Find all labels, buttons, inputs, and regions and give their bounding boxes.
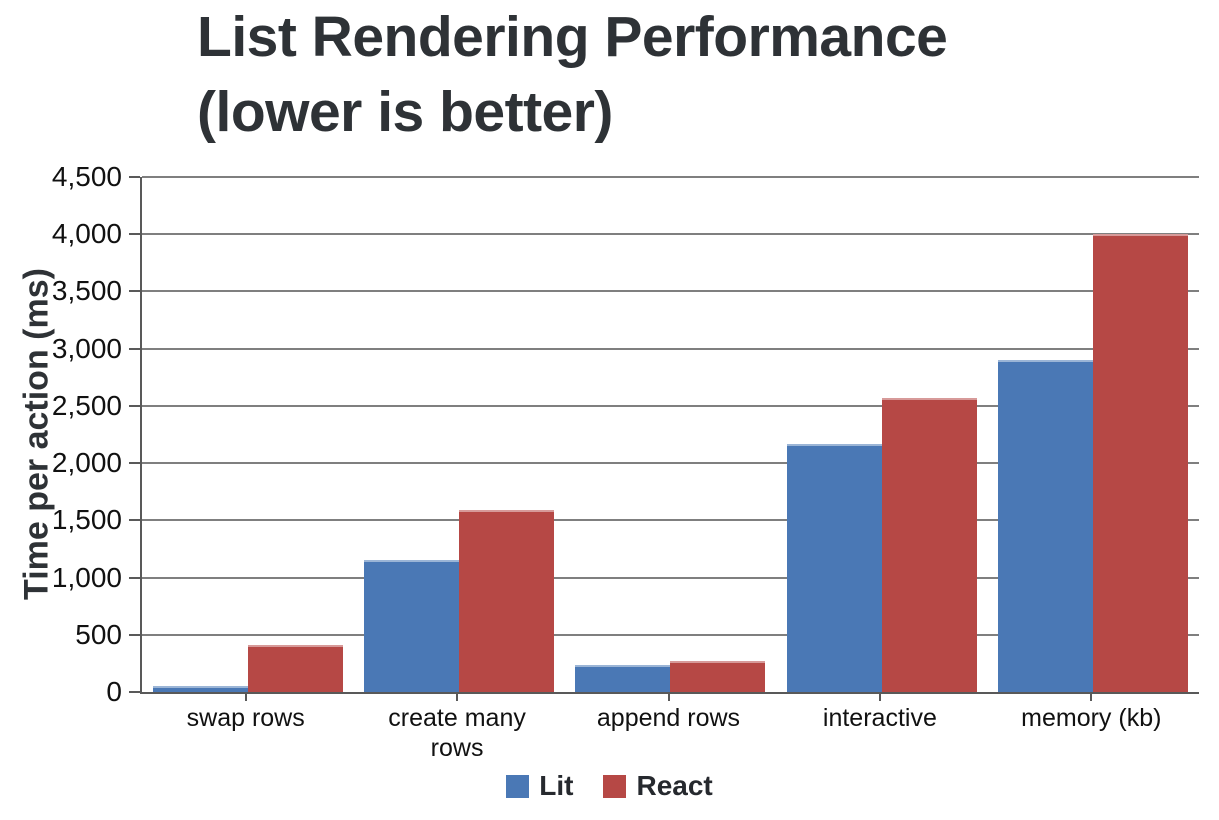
gridline-4000 bbox=[142, 233, 1199, 236]
x-category-label-append-rows: append rows bbox=[563, 703, 774, 733]
y-tick-label-3-000: 3,000 bbox=[51, 332, 122, 364]
x-category-label-text: memory (kb) bbox=[1021, 704, 1162, 732]
y-tick-label-1-500: 1,500 bbox=[51, 504, 122, 536]
x-tick-mark bbox=[456, 694, 459, 701]
x-category-label-create-many-rows: create many rows bbox=[351, 703, 562, 763]
y-tick-mark bbox=[129, 233, 140, 236]
x-tick-mark bbox=[667, 694, 670, 701]
y-tick-label-4-000: 4,000 bbox=[51, 218, 122, 250]
gridline-3000 bbox=[142, 347, 1199, 350]
x-category-label-text: append rows bbox=[596, 704, 741, 732]
y-tick-label-3-500: 3,500 bbox=[51, 275, 122, 307]
chart-title-line-1: List Rendering Performance bbox=[197, 5, 948, 69]
bar-group-interactive bbox=[776, 177, 987, 692]
legend: Lit React bbox=[0, 772, 1219, 800]
y-tick-label-0: 0 bbox=[106, 676, 122, 707]
bar-lit-interactive bbox=[786, 443, 882, 692]
chart-title: List Rendering Performance (lower is bet… bbox=[197, 0, 948, 150]
x-tick-mark bbox=[244, 694, 247, 701]
y-tick-mark bbox=[129, 176, 140, 178]
y-axis-title: Time per action (ms) bbox=[17, 268, 56, 600]
legend-label-lit: Lit bbox=[539, 770, 574, 801]
y-tick-label-2-500: 2,500 bbox=[51, 389, 122, 421]
y-tick-label-500: 500 bbox=[75, 618, 122, 650]
gridline-2000 bbox=[142, 462, 1199, 465]
y-tick-label-1-000: 1,000 bbox=[51, 561, 122, 593]
legend-item-react: React bbox=[603, 770, 713, 801]
bar-group-append-rows bbox=[565, 177, 776, 692]
bar-group-swap-rows bbox=[142, 177, 353, 692]
bar-group-create-many-rows bbox=[353, 177, 564, 692]
bar-lit-swap-rows bbox=[152, 686, 248, 692]
gridline-4500 bbox=[142, 176, 1199, 178]
x-category-label-interactive: interactive bbox=[774, 703, 985, 733]
y-tick-mark bbox=[129, 519, 140, 522]
bar-react-swap-rows bbox=[247, 645, 343, 692]
legend-label-react: React bbox=[636, 770, 713, 801]
gridline-500 bbox=[142, 633, 1199, 636]
gridline-2500 bbox=[142, 404, 1199, 407]
x-tick-mark bbox=[1090, 694, 1093, 701]
legend-item-lit: Lit bbox=[506, 772, 573, 800]
y-tick-mark bbox=[129, 462, 140, 465]
bar-react-create-many-rows bbox=[459, 510, 555, 692]
gridline-1500 bbox=[142, 519, 1199, 522]
plot-area bbox=[140, 176, 1199, 694]
bar-lit-create-many-rows bbox=[364, 560, 460, 692]
y-tick-mark bbox=[129, 633, 140, 636]
bar-react-memory-kb bbox=[1093, 234, 1189, 692]
legend-swatch-react bbox=[603, 774, 627, 798]
x-category-label-swap-rows: swap rows bbox=[140, 703, 351, 733]
bar-group-memory-kb bbox=[988, 177, 1199, 692]
y-tick-mark bbox=[129, 576, 140, 579]
legend-swatch-lit bbox=[506, 774, 530, 798]
y-tick-mark bbox=[129, 347, 140, 350]
chart-title-line-2: (lower is better) bbox=[197, 80, 613, 145]
x-category-label-text: create many rows bbox=[388, 704, 526, 762]
y-tick-label-2-000: 2,000 bbox=[51, 447, 122, 479]
x-category-label-memory-kb: memory (kb) bbox=[986, 703, 1197, 733]
x-category-label-text: interactive bbox=[822, 704, 937, 732]
y-tick-label-4-500: 4,500 bbox=[51, 161, 122, 192]
x-category-label-text: swap rows bbox=[186, 704, 305, 732]
bar-react-interactive bbox=[881, 397, 977, 692]
y-tick-mark bbox=[129, 404, 140, 407]
bar-lit-memory-kb bbox=[998, 360, 1094, 692]
gridline-1000 bbox=[142, 576, 1199, 579]
y-tick-mark bbox=[129, 290, 140, 293]
x-tick-mark bbox=[878, 694, 881, 701]
bar-react-append-rows bbox=[670, 660, 766, 692]
gridline-3500 bbox=[142, 290, 1199, 293]
y-tick-mark bbox=[129, 691, 140, 693]
bar-lit-append-rows bbox=[575, 664, 671, 692]
